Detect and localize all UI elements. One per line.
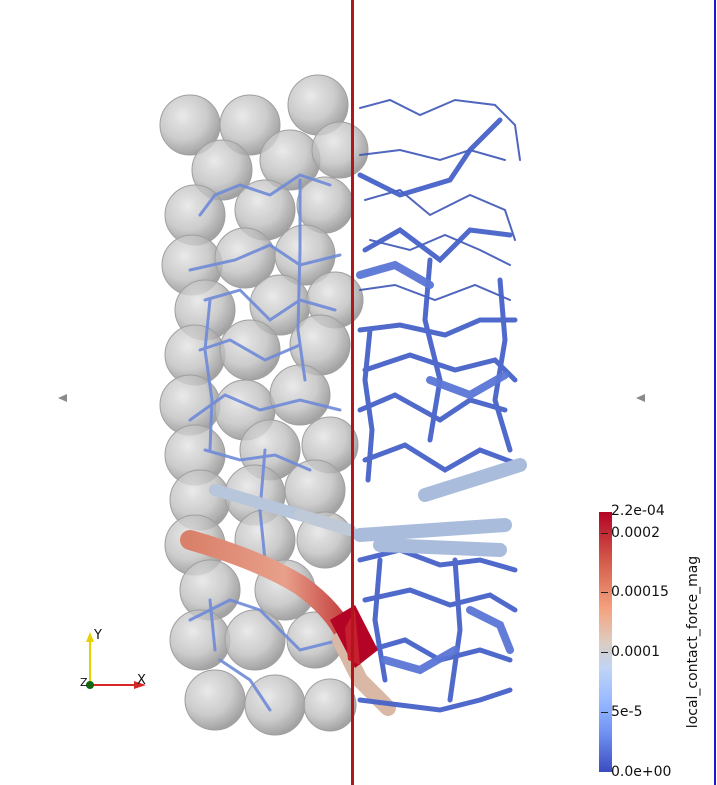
sphere-packing <box>159 74 369 736</box>
colorbar-tick <box>601 533 608 534</box>
colorbar-tick-label: 0.0001 <box>611 644 660 660</box>
colorbar-tick-label: 0.0002 <box>611 525 660 541</box>
colorbar-title: local_contact_force_mag <box>685 555 701 729</box>
axis-x-label: X <box>137 673 146 688</box>
colorbar-tick <box>601 712 608 713</box>
colorbar-tick-label: 5e-5 <box>611 704 643 720</box>
colorbar-min-label: 0.0e+00 <box>611 764 672 780</box>
colorbar-tick-label: 0.00015 <box>611 584 669 600</box>
axis-y-label: Y <box>94 628 102 643</box>
axis-z-label: Z <box>80 676 88 689</box>
viewport-border <box>714 0 716 785</box>
colorbar-tick <box>601 652 608 653</box>
colorbar-tick <box>601 592 608 593</box>
left-nav-marker[interactable] <box>58 394 67 402</box>
slice-plane-line[interactable] <box>351 0 354 785</box>
colorbar-max-label: 2.2e-04 <box>611 503 665 519</box>
left-contact-network <box>188 173 342 712</box>
colorbar-gradient <box>599 512 612 772</box>
right-contact-network <box>353 98 527 713</box>
orientation-axes <box>86 632 146 689</box>
right-nav-marker[interactable] <box>636 394 645 402</box>
